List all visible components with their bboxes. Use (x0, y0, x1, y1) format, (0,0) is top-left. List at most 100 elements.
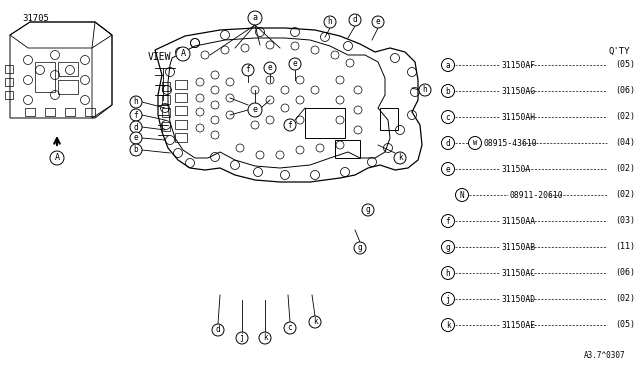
Text: (06): (06) (615, 87, 635, 96)
Circle shape (130, 121, 142, 133)
Circle shape (442, 215, 454, 228)
Circle shape (442, 266, 454, 279)
Text: b: b (134, 145, 138, 154)
Circle shape (242, 64, 254, 76)
Text: A: A (180, 49, 186, 58)
Text: 31150AB: 31150AB (502, 243, 536, 251)
Text: e: e (445, 164, 451, 173)
Text: e: e (268, 64, 272, 73)
Text: A: A (54, 154, 60, 163)
Text: 31150AE: 31150AE (502, 321, 536, 330)
Text: (06): (06) (615, 269, 635, 278)
Circle shape (130, 109, 142, 121)
Text: a: a (253, 13, 257, 22)
Circle shape (442, 318, 454, 331)
Circle shape (442, 241, 454, 253)
Text: 31150AA: 31150AA (502, 217, 536, 225)
Text: 31150AD: 31150AD (502, 295, 536, 304)
Circle shape (372, 16, 384, 28)
Text: e: e (376, 17, 380, 26)
Text: (02): (02) (615, 190, 635, 199)
Text: A3.7^0307: A3.7^0307 (584, 351, 625, 360)
Bar (5, 78, 13, 86)
Circle shape (50, 151, 64, 165)
Circle shape (130, 144, 142, 156)
Text: 31705: 31705 (22, 14, 49, 23)
Text: 08915-43610: 08915-43610 (483, 138, 536, 148)
Text: 31150AF: 31150AF (502, 61, 536, 70)
Text: e: e (292, 60, 298, 68)
Text: f: f (246, 65, 250, 74)
Text: d: d (445, 138, 451, 148)
Bar (5, 91, 13, 99)
Bar (175, 133, 187, 142)
Circle shape (442, 84, 454, 97)
Text: c: c (445, 112, 451, 122)
Text: (05): (05) (615, 321, 635, 330)
Circle shape (324, 16, 336, 28)
Circle shape (362, 204, 374, 216)
Circle shape (419, 84, 431, 96)
Text: (03): (03) (615, 217, 635, 225)
Bar (162, 122, 170, 131)
Text: W: W (473, 140, 477, 146)
Text: (04): (04) (615, 138, 635, 148)
Text: 31150AH: 31150AH (502, 112, 536, 122)
Circle shape (130, 132, 142, 144)
Bar (25, 108, 35, 116)
Circle shape (289, 58, 301, 70)
Circle shape (394, 152, 406, 164)
Bar (175, 93, 187, 102)
Text: d: d (216, 326, 220, 334)
Text: k: k (262, 334, 268, 343)
Text: j: j (240, 334, 244, 343)
Bar (162, 108, 170, 117)
Text: Q'TY: Q'TY (609, 47, 630, 56)
Bar (175, 106, 187, 115)
Text: (02): (02) (615, 164, 635, 173)
Text: c: c (288, 324, 292, 333)
Text: (02): (02) (615, 295, 635, 304)
Bar (45, 108, 55, 116)
Text: g: g (358, 244, 362, 253)
Text: a: a (445, 61, 451, 70)
Bar (335, 140, 360, 158)
Circle shape (212, 324, 224, 336)
Text: f: f (445, 217, 451, 225)
Text: k: k (397, 154, 403, 163)
Circle shape (456, 189, 468, 202)
Bar (85, 108, 95, 116)
Text: e: e (253, 106, 257, 115)
Text: 08911-20610: 08911-20610 (510, 190, 564, 199)
Circle shape (442, 137, 454, 150)
Circle shape (442, 58, 454, 71)
Circle shape (264, 62, 276, 74)
Bar (162, 82, 170, 91)
Circle shape (442, 292, 454, 305)
Text: N: N (460, 190, 464, 199)
Text: f: f (288, 121, 292, 129)
Bar (35, 62, 55, 92)
Bar (58, 80, 78, 94)
Circle shape (284, 322, 296, 334)
Text: b: b (445, 87, 451, 96)
Text: (05): (05) (615, 61, 635, 70)
Text: k: k (313, 317, 317, 327)
Circle shape (468, 137, 481, 150)
Text: e: e (134, 134, 138, 142)
Circle shape (284, 119, 296, 131)
Text: (11): (11) (615, 243, 635, 251)
Bar (5, 65, 13, 73)
Text: (02): (02) (615, 112, 635, 122)
Text: g: g (445, 243, 451, 251)
Bar (65, 108, 75, 116)
Circle shape (259, 332, 271, 344)
Text: j: j (445, 295, 451, 304)
Text: h: h (328, 17, 332, 26)
Text: VIEW: VIEW (148, 52, 172, 62)
Text: d: d (353, 16, 357, 25)
Bar (175, 120, 187, 129)
Text: h: h (134, 97, 138, 106)
Circle shape (309, 316, 321, 328)
Text: f: f (134, 110, 138, 119)
